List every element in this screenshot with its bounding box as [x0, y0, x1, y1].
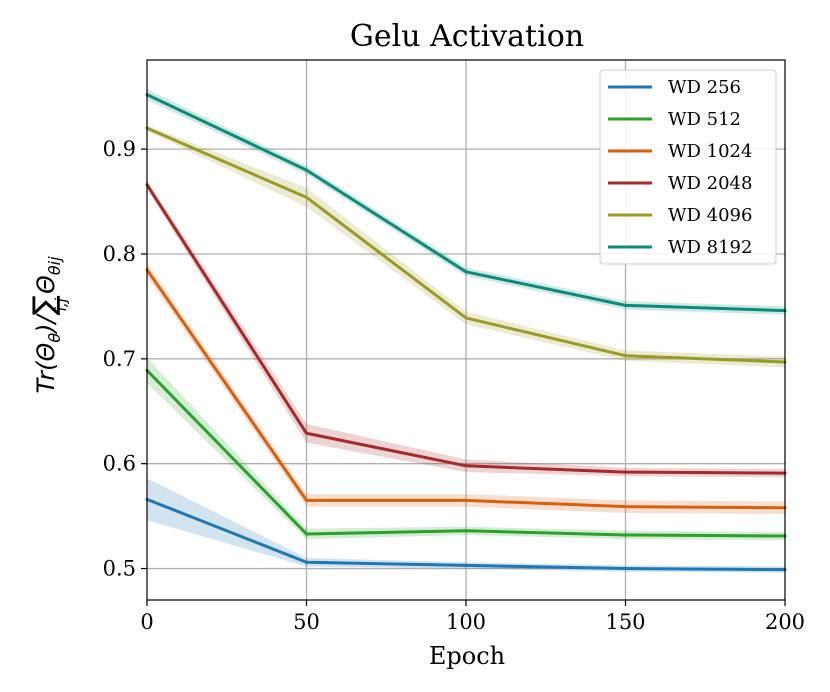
y-axis-title-slash: )/	[32, 312, 60, 334]
x-tick-label: 200	[765, 610, 805, 634]
y-axis-title-theta-ij-sub: θij	[45, 256, 64, 275]
data-point-wd-1024	[305, 498, 308, 502]
data-point-wd-512	[624, 533, 627, 537]
y-axis-title-trace: Tr(Θ	[32, 343, 60, 394]
data-point-wd-1024	[464, 498, 468, 502]
y-axis-title-sum-index: i,j	[52, 297, 70, 311]
legend-label-wd-512: WD 512	[668, 109, 741, 130]
legend-label-wd-8192: WD 8192	[668, 237, 752, 258]
y-tick-label: 0.9	[103, 137, 136, 161]
data-point-wd-2048	[305, 431, 308, 435]
svg-text:Tr(Θθ)/∑i,jΘθij: Tr(Θθ)/∑i,j Θθij	[27, 256, 70, 394]
chart-title: Gelu Activation	[350, 19, 584, 54]
legend-label-wd-4096: WD 4096	[668, 205, 752, 226]
x-axis-ticks: 0 50 100 150 200	[140, 600, 805, 634]
y-axis-title: Tr(Θθ)/∑i,j Θθij	[27, 256, 70, 394]
y-tick-label: 0.8	[103, 242, 136, 266]
data-point-wd-1024	[624, 505, 627, 509]
y-axis-ticks: 0.5 0.6 0.7 0.8 0.9	[103, 137, 147, 581]
x-axis-title: Epoch	[429, 642, 505, 670]
data-point-wd-256	[464, 563, 468, 567]
legend: WD 256 WD 512 WD 1024 WD 2048 WD 4096 WD 8192	[599, 69, 777, 265]
x-tick-label: 100	[446, 610, 486, 634]
y-axis-title-theta-sub: θ	[45, 333, 64, 343]
y-axis-title-sum: ∑	[27, 295, 62, 315]
data-point-wd-256	[624, 567, 627, 571]
legend-box	[599, 69, 777, 265]
data-point-wd-2048	[464, 464, 468, 468]
legend-label-wd-1024: WD 1024	[668, 141, 752, 162]
data-point-wd-4096	[305, 195, 308, 199]
y-axis-title-theta2: Θ	[32, 275, 60, 294]
data-point-wd-8192	[624, 303, 627, 307]
data-point-wd-256	[305, 560, 308, 564]
x-tick-label: 50	[293, 610, 320, 634]
y-tick-label: 0.7	[103, 347, 136, 371]
data-point-wd-512	[464, 529, 468, 533]
x-tick-label: 0	[140, 610, 153, 634]
data-point-wd-2048	[624, 470, 627, 474]
data-point-wd-8192	[305, 168, 308, 172]
data-points	[145, 93, 787, 572]
data-point-wd-4096	[464, 316, 468, 320]
series-band-wd-8192	[147, 89, 785, 315]
legend-label-wd-256: WD 256	[668, 77, 741, 98]
legend-label-wd-2048: WD 2048	[668, 173, 752, 194]
data-point-wd-512	[305, 532, 308, 536]
y-tick-label: 0.6	[103, 452, 136, 476]
data-point-wd-8192	[464, 270, 468, 274]
y-tick-label: 0.5	[103, 557, 136, 581]
data-point-wd-4096	[624, 354, 627, 358]
x-tick-label: 150	[605, 610, 645, 634]
